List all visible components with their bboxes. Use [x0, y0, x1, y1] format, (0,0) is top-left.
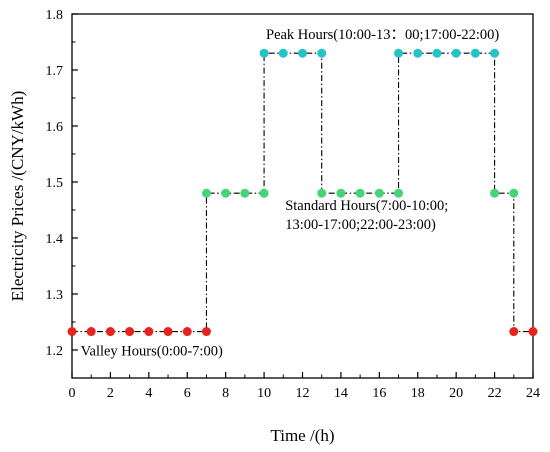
data-point-valley [144, 327, 154, 337]
data-point-standard [201, 188, 211, 198]
x-tick-label: 0 [69, 386, 76, 401]
data-point-peak [451, 48, 461, 58]
x-tick-label: 18 [411, 386, 425, 401]
data-point-peak [394, 48, 404, 58]
x-tick-label: 4 [145, 386, 152, 401]
y-tick-label: 1.2 [46, 344, 64, 359]
y-tick-label: 1.3 [46, 288, 64, 303]
y-tick-label: 1.4 [46, 232, 64, 247]
series-points [67, 48, 538, 337]
y-axis-ticks: 1.2 1.3 1.4 1.5 1.6 1.7 1.8 [46, 8, 78, 379]
x-tick-label: 8 [222, 386, 229, 401]
y-tick-label: 1.5 [46, 176, 64, 191]
price-series-line [72, 52, 533, 333]
x-tick-label: 2 [107, 386, 114, 401]
data-point-peak [278, 48, 288, 58]
annotation-standard: 13:00-17:00;22:00-23:00) [285, 217, 436, 233]
x-tick-label: 20 [449, 386, 463, 401]
annotation-valley: Valley Hours(0:00-7:00) [81, 344, 223, 360]
data-point-valley [67, 327, 77, 337]
x-tick-label: 16 [372, 386, 386, 401]
x-tick-label: 12 [296, 386, 310, 401]
data-point-standard [394, 188, 404, 198]
data-point-peak [490, 48, 500, 58]
data-point-peak [298, 48, 307, 58]
data-point-valley [86, 327, 96, 337]
annotation-standard: Standard Hours(7:00-10:00; [285, 198, 448, 214]
data-point-standard [336, 188, 346, 198]
data-point-standard [259, 188, 269, 198]
x-tick-label: 14 [334, 386, 348, 401]
x-tick-label: 10 [257, 386, 271, 401]
x-tick-label: 6 [184, 386, 191, 401]
data-point-valley [182, 327, 192, 337]
data-point-standard [240, 188, 250, 198]
data-point-valley [125, 327, 135, 337]
data-point-peak [470, 48, 480, 58]
y-axis-title: Electricity Prices /(CNY/kWh) [8, 91, 27, 302]
data-point-standard [317, 188, 327, 198]
data-point-peak [317, 48, 327, 58]
data-point-standard [490, 188, 500, 198]
data-point-standard [374, 188, 384, 198]
data-point-valley [163, 327, 173, 337]
annotations: Peak Hours(10:00-13：00;17:00-22:00) Stand… [81, 27, 500, 359]
x-tick-label: 24 [526, 386, 540, 401]
annotation-peak: Peak Hours(10:00-13：00;17:00-22:00) [266, 27, 499, 43]
data-point-peak [259, 48, 269, 58]
x-axis-title: Time /(h) [270, 426, 334, 445]
plot-area-border [71, 13, 534, 379]
y-tick-label: 1.7 [46, 64, 64, 79]
data-point-standard [221, 188, 231, 198]
data-point-valley [528, 327, 538, 337]
data-point-peak [413, 48, 423, 58]
data-point-valley [105, 327, 115, 337]
series-lines [72, 52, 533, 333]
plot-frame [71, 13, 534, 379]
y-tick-label: 1.6 [46, 120, 64, 135]
data-point-standard [355, 188, 365, 198]
data-point-valley [509, 327, 519, 337]
data-point-peak [432, 48, 442, 58]
data-point-standard [509, 188, 519, 198]
x-tick-label: 22 [488, 386, 502, 401]
y-tick-label: 1.8 [46, 8, 64, 23]
x-axis-ticks: 0 2 4 6 8 10 12 14 16 18 20 22 24 [69, 372, 540, 401]
data-point-valley [201, 327, 211, 337]
